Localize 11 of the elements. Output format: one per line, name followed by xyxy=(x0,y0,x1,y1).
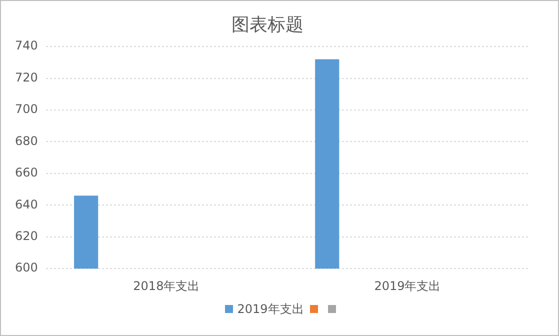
legend-label: 2019年支出 xyxy=(237,302,304,316)
y-tick-label: 660 xyxy=(15,166,38,180)
chart-title: 图表标题 xyxy=(232,14,304,36)
y-tick-label: 620 xyxy=(15,229,38,244)
y-tick-label: 680 xyxy=(15,134,38,148)
y-tick-label: 600 xyxy=(15,260,38,275)
y-tick-label: 740 xyxy=(15,38,38,53)
y-tick-label: 700 xyxy=(15,102,38,116)
y-tick-label: 640 xyxy=(15,197,38,212)
x-tick-label: 2018年支出 xyxy=(133,278,200,293)
y-tick-label: 720 xyxy=(15,70,38,84)
